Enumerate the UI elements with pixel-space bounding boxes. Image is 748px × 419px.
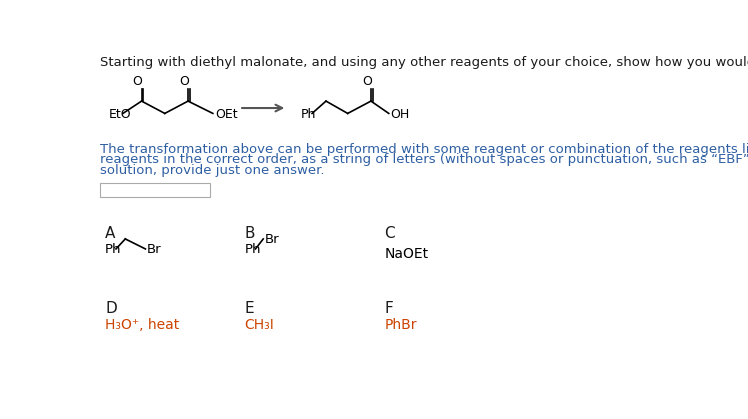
Text: D: D xyxy=(105,300,117,316)
Text: reagents in the correct order, as a string of letters (without spaces or punctua: reagents in the correct order, as a stri… xyxy=(99,153,748,166)
Text: CH₃I: CH₃I xyxy=(245,318,275,332)
Text: Ph: Ph xyxy=(245,243,261,256)
Text: F: F xyxy=(384,300,393,316)
Text: O: O xyxy=(362,75,372,88)
Text: H₃O⁺, heat: H₃O⁺, heat xyxy=(105,318,180,332)
Text: The transformation above can be performed with some reagent or combination of th: The transformation above can be performe… xyxy=(99,143,748,156)
Text: B: B xyxy=(245,226,255,241)
Text: Ph: Ph xyxy=(105,243,122,256)
Text: PhBr: PhBr xyxy=(384,318,417,332)
Text: EtO: EtO xyxy=(109,109,132,122)
Text: OEt: OEt xyxy=(215,109,238,122)
Bar xyxy=(99,183,209,197)
Text: Starting with diethyl malonate, and using any other reagents of your choice, sho: Starting with diethyl malonate, and usin… xyxy=(99,57,748,70)
Text: O: O xyxy=(180,75,189,88)
Text: NaOEt: NaOEt xyxy=(384,247,429,261)
Text: A: A xyxy=(105,226,115,241)
Text: O: O xyxy=(132,75,143,88)
Text: C: C xyxy=(384,226,395,241)
Text: OH: OH xyxy=(390,109,410,122)
Text: Br: Br xyxy=(147,243,162,256)
Text: solution, provide just one answer.: solution, provide just one answer. xyxy=(99,164,324,177)
Text: Br: Br xyxy=(265,233,280,246)
Text: E: E xyxy=(245,300,254,316)
Text: Ph: Ph xyxy=(301,109,316,122)
